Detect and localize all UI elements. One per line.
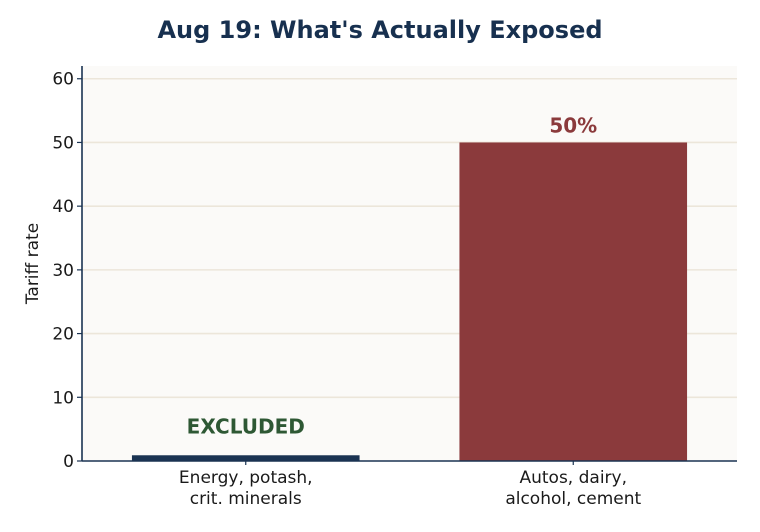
data-label: 50% <box>549 113 597 137</box>
data-label: EXCLUDED <box>187 415 305 439</box>
y-tick-label: 40 <box>52 197 74 217</box>
y-tick-label: 10 <box>52 388 74 408</box>
x-tick-label: Autos, dairy, <box>519 468 627 488</box>
y-tick-label: 50 <box>52 133 74 153</box>
x-tick-label: alcohol, cement <box>505 489 641 509</box>
y-tick-label: 60 <box>52 70 74 90</box>
chart-title: Aug 19: What's Actually Exposed <box>157 16 603 44</box>
y-tick-label: 30 <box>52 261 74 281</box>
x-tick-label: crit. minerals <box>190 489 302 509</box>
bar[interactable] <box>131 455 360 461</box>
y-tick-label: 0 <box>63 452 74 472</box>
y-tick-label: 20 <box>52 325 74 345</box>
x-tick-label: Energy, potash, <box>179 468 313 488</box>
y-axis-title: Tariff rate <box>23 223 43 305</box>
bar[interactable] <box>459 142 688 462</box>
